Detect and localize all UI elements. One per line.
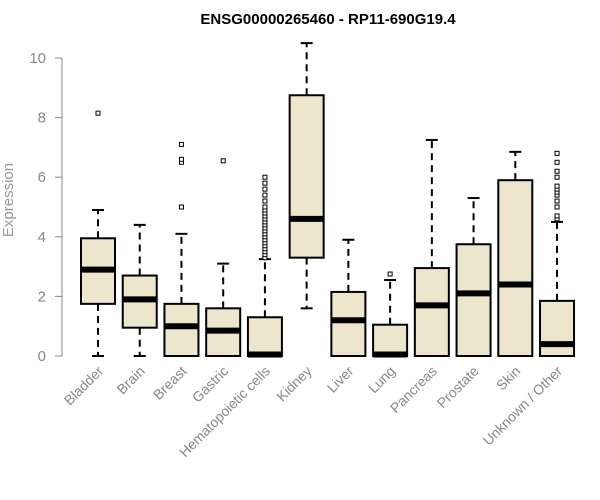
outlier-point: [178, 156, 184, 162]
box-prostate: [455, 197, 492, 357]
box-gastric: [205, 158, 242, 358]
outlier-point: [220, 158, 226, 164]
outlier-point: [95, 110, 101, 116]
outlier-point: [554, 150, 560, 156]
outlier-point: [554, 213, 560, 219]
outlier-point: [262, 186, 268, 192]
y-tick-label: 8: [38, 110, 46, 127]
x-tick-label: Unknown / Other: [480, 363, 566, 449]
box-iqr: [288, 94, 325, 259]
box-iqr: [497, 179, 534, 357]
outlier-point: [262, 204, 268, 210]
box-iqr: [413, 267, 450, 357]
box-iqr: [455, 243, 492, 357]
box-bladder: [80, 110, 116, 357]
outlier-point: [262, 180, 268, 186]
outlier-point: [554, 174, 560, 180]
outlier-point: [554, 198, 560, 204]
outlier-point: [262, 174, 268, 180]
y-axis-label: Expression: [0, 163, 17, 237]
boxes-group: [80, 42, 576, 358]
x-tick-label: Prostate: [434, 363, 482, 411]
box-iqr: [539, 299, 576, 357]
box-hematopoietic-cells: [246, 174, 283, 358]
box-unknown-other: [539, 150, 576, 357]
outlier-point: [554, 204, 560, 210]
x-tick-label: Liver: [324, 363, 357, 396]
y-tick-label: 6: [38, 169, 46, 186]
x-tick-label: Bladder: [61, 363, 107, 409]
box-iqr: [163, 302, 200, 358]
y-axis: 0 2 4 6 8 10: [29, 50, 63, 365]
box-lung: [372, 271, 409, 358]
outlier-point: [262, 192, 268, 198]
outlier-point: [554, 159, 560, 165]
outlier-point: [178, 141, 184, 147]
y-tick-label: 10: [29, 50, 46, 67]
box-iqr: [372, 323, 409, 357]
box-liver: [330, 238, 367, 357]
x-tick-label: Brain: [113, 363, 147, 397]
chart-title: ENSG00000265460 - RP11-690G19.4: [200, 11, 456, 28]
box-iqr: [330, 290, 367, 357]
x-tick-label: Lung: [365, 363, 398, 396]
x-tick-label: Skin: [493, 363, 524, 394]
box-iqr: [246, 316, 283, 358]
outlier-point: [554, 168, 560, 174]
box-pancreas: [413, 138, 450, 357]
outlier-point: [387, 271, 393, 277]
y-tick-label: 0: [38, 348, 46, 365]
outlier-point: [262, 198, 268, 204]
x-tick-label: Kidney: [273, 363, 315, 405]
box-brain: [121, 223, 158, 357]
box-kidney: [288, 42, 325, 310]
y-tick-label: 4: [38, 229, 46, 246]
y-tick-label: 2: [38, 288, 46, 305]
box-breast: [163, 141, 200, 358]
outlier-point: [178, 204, 184, 210]
outlier-point: [554, 183, 560, 189]
box-skin: [497, 150, 534, 357]
x-tick-label: Breast: [150, 363, 190, 403]
